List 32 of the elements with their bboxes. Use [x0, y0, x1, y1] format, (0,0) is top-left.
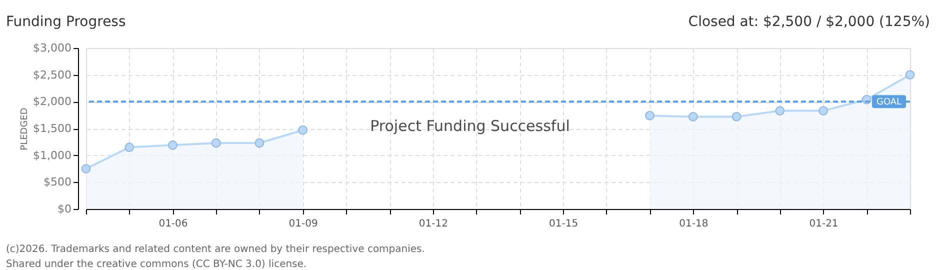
chart-subtitle: Closed at: $2,500 / $2,000 (125%): [688, 14, 930, 30]
point: [211, 138, 221, 148]
text: Shared under the creative commons (CC BY-NC 3.0) license.: [6, 259, 307, 270]
point: [298, 125, 308, 135]
point: [168, 140, 178, 150]
point: [645, 110, 654, 120]
point: [905, 70, 915, 80]
y-tick-label: $1,000: [33, 148, 72, 162]
x-tick-label: 01-06: [158, 218, 188, 230]
y-tick-label: $1,500: [33, 122, 72, 135]
x-tick-label: 01-15: [549, 218, 578, 230]
point: [775, 106, 785, 116]
point: [254, 138, 264, 148]
x-tick-label: 01-21: [809, 218, 838, 230]
y-axis-title: PLEDGED: [20, 108, 30, 150]
point: [81, 164, 91, 174]
ref-line-label: GOAL: [876, 98, 902, 108]
y-tick-label: $2,500: [33, 68, 72, 82]
point: [124, 142, 134, 152]
annotation: Project Funding Successful: [370, 117, 570, 135]
text: (c)2026. Trademarks and related content are owned by their respective companies.: [6, 244, 425, 255]
y-tick-label: $0: [58, 202, 72, 216]
point: [818, 106, 828, 116]
chart-title: Funding Progress: [6, 14, 126, 30]
y-tick-label: $2,000: [33, 95, 72, 108]
x-tick-label: 01-18: [679, 218, 708, 230]
y-tick-label: $500: [44, 176, 72, 189]
x-tick-label: 01-09: [288, 218, 318, 230]
point: [732, 112, 742, 122]
point: [688, 112, 698, 122]
x-tick-label: 01-12: [418, 218, 448, 230]
y-tick-label: $3,000: [33, 42, 72, 54]
